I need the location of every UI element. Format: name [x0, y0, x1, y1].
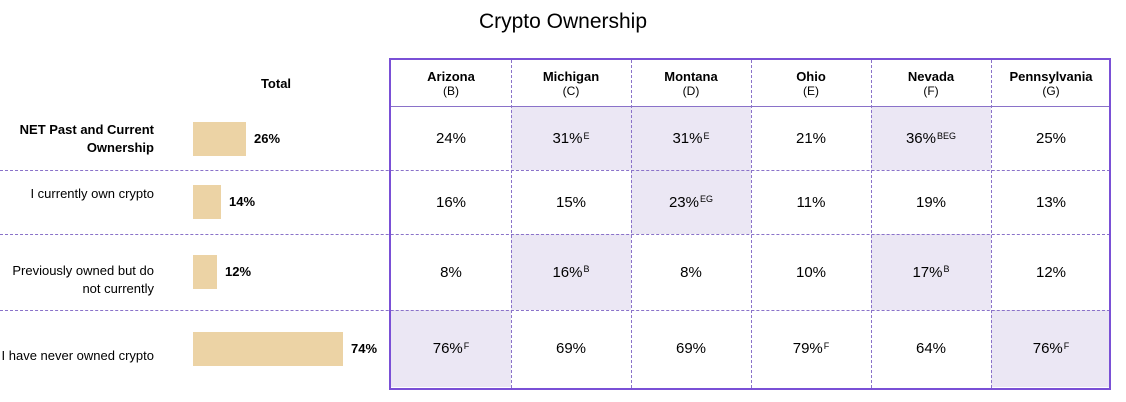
cell-value: 76% [1032, 340, 1063, 357]
column-header: Arizona (B) [391, 69, 511, 99]
total-column-header: Total [260, 76, 292, 91]
table-cell: 16% B [511, 234, 631, 310]
cell-value: 36% [905, 130, 936, 147]
column-header: Montana (D) [631, 69, 751, 99]
cell-value: 11% [796, 193, 826, 211]
column-letter: (E) [803, 84, 819, 98]
table-cell: 11% [751, 170, 871, 234]
cell-value: 17% [912, 263, 943, 281]
column-name: Arizona [427, 69, 475, 84]
column-name: Nevada [907, 69, 955, 84]
table-cell: 13% [991, 170, 1111, 234]
column-header: Nevada (F) [871, 69, 991, 99]
significance-letters: E [583, 130, 590, 141]
row-separator [0, 170, 1110, 171]
cell-value: 76% [432, 340, 463, 357]
row-label: I currently own crypto [30, 186, 154, 201]
table-cell: 31% E [511, 107, 631, 170]
significance-letters: F [823, 340, 830, 351]
total-bar [193, 185, 221, 219]
cell-value: 19% [915, 193, 947, 211]
table-cell: 25% [991, 107, 1111, 170]
table-cell: 23% EG [631, 170, 751, 234]
column-header: Pennsylvania (G) [991, 69, 1111, 99]
cell-value: 25% [1035, 130, 1067, 147]
total-percentage: 74% [351, 341, 378, 356]
table-frame [389, 58, 1111, 390]
cell-value: 21% [795, 130, 827, 147]
column-letter: (D) [682, 84, 700, 98]
table-cell: 76% F [391, 310, 511, 387]
table-cell: 15% [511, 170, 631, 234]
total-bar [193, 122, 246, 156]
cell-value: 10% [795, 263, 827, 281]
significance-letters: BEG [937, 130, 957, 141]
column-letter: (B) [443, 84, 459, 98]
significance-letters: F [1063, 340, 1070, 351]
table-cell: 69% [631, 310, 751, 387]
cell-value: 69% [675, 340, 707, 357]
significance-letters: F [463, 340, 470, 351]
column-separator [991, 60, 992, 388]
table-cell: 17% B [871, 234, 991, 310]
row-label: I have never owned crypto [1, 348, 154, 363]
cell-value: 23% [668, 193, 699, 211]
column-header: Michigan (C) [511, 69, 631, 99]
column-name: Pennsylvania [1009, 69, 1093, 84]
header-separator [390, 106, 1110, 107]
table-cell: 10% [751, 234, 871, 310]
cell-value: 12% [1035, 263, 1067, 281]
cell-value: 16% [552, 263, 583, 281]
cell-value: 31% [552, 130, 583, 147]
cell-value: 24% [435, 130, 467, 147]
cell-value: 69% [555, 340, 587, 357]
significance-letters: E [703, 130, 710, 141]
row-label: NET Past and Current Ownership [19, 122, 154, 155]
cell-value: 64% [915, 340, 947, 357]
column-separator [631, 60, 632, 388]
total-bar [193, 255, 217, 289]
cell-value: 13% [1035, 193, 1067, 211]
column-header: Ohio (E) [751, 69, 871, 99]
table-cell: 64% [871, 310, 991, 387]
table-cell: 21% [751, 107, 871, 170]
chart-title: Crypto Ownership [478, 10, 648, 33]
cell-value: 31% [672, 130, 703, 147]
cell-value: 79% [792, 340, 823, 357]
table-cell: 19% [871, 170, 991, 234]
column-separator [511, 60, 512, 388]
cell-value: 8% [680, 263, 702, 281]
total-percentage: 12% [225, 264, 252, 279]
significance-letters: EG [700, 194, 714, 204]
row-separator [0, 310, 1110, 311]
column-name: Montana [664, 69, 718, 84]
significance-letters: B [943, 264, 950, 274]
column-separator [751, 60, 752, 388]
table-cell: 79% F [751, 310, 871, 387]
cell-value: 15% [555, 193, 587, 211]
total-bar [193, 332, 343, 366]
table-cell: 24% [391, 107, 511, 170]
row-separator [0, 234, 1110, 235]
table-cell: 36% BEG [871, 107, 991, 170]
significance-letters: B [583, 264, 590, 274]
column-letter: (G) [1042, 84, 1060, 98]
column-letter: (C) [562, 84, 580, 98]
total-percentage: 14% [229, 194, 256, 209]
cell-value: 8% [440, 263, 462, 281]
table-cell: 8% [391, 234, 511, 310]
table-cell: 69% [511, 310, 631, 387]
table-cell: 8% [631, 234, 751, 310]
total-percentage: 26% [254, 131, 281, 146]
column-name: Ohio [796, 69, 826, 84]
column-name: Michigan [542, 69, 600, 84]
row-label: Previously owned but do not currently [12, 263, 154, 296]
cell-value: 16% [435, 193, 467, 211]
column-letter: (F) [923, 84, 939, 98]
table-cell: 76% F [991, 310, 1111, 387]
table-cell: 12% [991, 234, 1111, 310]
table-cell: 16% [391, 170, 511, 234]
column-separator [871, 60, 872, 388]
table-cell: 31% E [631, 107, 751, 170]
